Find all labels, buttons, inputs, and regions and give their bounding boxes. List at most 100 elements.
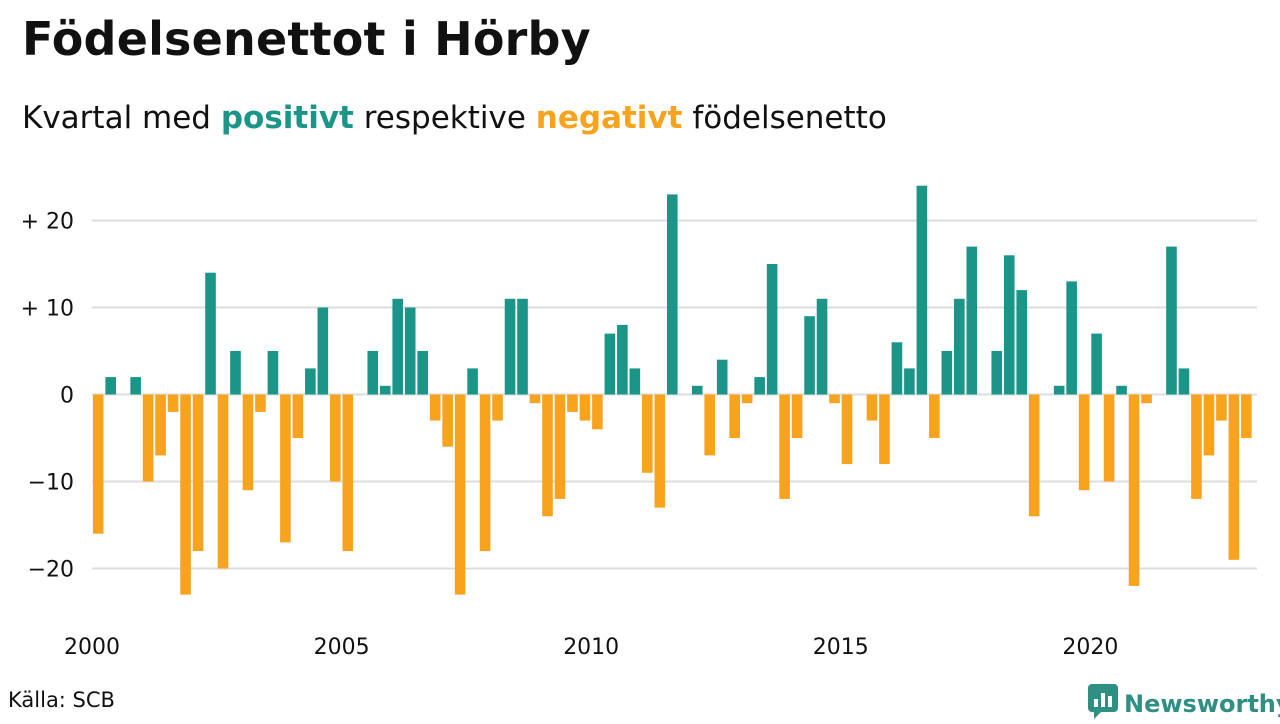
bar-negative (255, 394, 266, 412)
bar-negative (167, 394, 179, 412)
bar-negative (454, 394, 466, 595)
bar-negative (542, 394, 553, 517)
bar-negative (1141, 394, 1152, 404)
bar-positive (1178, 368, 1190, 395)
bar-positive (1066, 281, 1077, 395)
bar-positive (230, 351, 241, 395)
bar-positive (1116, 385, 1127, 395)
bar-negative (330, 394, 341, 482)
bars (92, 185, 1252, 595)
bar-positive (941, 351, 953, 395)
bar-negative (866, 394, 878, 421)
chart-title: Födelsenettot i Hörby (22, 12, 591, 66)
bar-negative (1128, 394, 1140, 586)
bar-positive (716, 359, 728, 395)
bar-negative (929, 394, 940, 438)
bar-positive (904, 368, 915, 395)
bar-positive (1091, 333, 1102, 395)
y-tick-label: + 10 (21, 297, 74, 322)
bar-negative (342, 394, 354, 552)
bar-negative (180, 394, 191, 595)
subtitle-middle: respektive (353, 100, 536, 136)
bar-positive (691, 385, 703, 395)
y-tick-label: 0 (60, 384, 74, 409)
bar-positive (267, 351, 279, 395)
y-tick-label: + 20 (21, 210, 74, 235)
bar-negative (217, 394, 229, 569)
bar-negative (879, 394, 890, 465)
bar-negative (554, 394, 566, 499)
bar-negative (729, 394, 740, 438)
bar-negative (442, 394, 453, 447)
bar-negative (1028, 394, 1040, 517)
bar-positive (1016, 290, 1028, 395)
bar-negative (1203, 394, 1215, 456)
brand-name: Newsworthy (1124, 690, 1280, 718)
bar-negative (492, 394, 503, 421)
y-tick-label: −10 (28, 471, 74, 496)
subtitle-suffix: födelsenetto (682, 100, 887, 136)
bar-negative (592, 394, 603, 430)
bar-positive (916, 185, 928, 395)
bar-positive (617, 324, 628, 395)
y-tick-label: −20 (28, 558, 74, 583)
bar-negative (779, 394, 790, 499)
bar-negative (142, 394, 154, 482)
bar-positive (305, 368, 316, 395)
bar-positive (417, 351, 428, 395)
subtitle-negative-word: negativt (535, 100, 683, 136)
bar-chart: + 20 + 10 0 −10 −20 2000 2005 2010 2015 2020 (21, 185, 1257, 660)
bar-negative (529, 394, 541, 404)
bar-positive (1166, 246, 1177, 395)
bar-negative (280, 394, 291, 543)
bar-positive (130, 377, 141, 395)
bar-negative (1191, 394, 1202, 499)
bar-negative (1216, 394, 1227, 421)
bar-positive (816, 298, 828, 395)
bar-positive (666, 194, 678, 395)
bar-chart-speech-bubble-icon (1088, 684, 1118, 724)
bar-negative (1241, 394, 1252, 438)
bar-negative (579, 394, 591, 421)
bar-positive (379, 385, 391, 395)
bar-negative (479, 394, 491, 552)
bar-negative (242, 394, 254, 491)
bar-positive (754, 377, 765, 395)
brand-logo[interactable]: Newsworthy (1088, 684, 1280, 724)
bar-positive (604, 333, 616, 395)
bar-negative (155, 394, 166, 456)
bar-positive (954, 298, 965, 395)
bar-positive (367, 351, 379, 395)
bar-negative (429, 394, 441, 421)
bar-positive (891, 342, 903, 395)
bar-positive (467, 368, 478, 395)
bar-negative (1078, 394, 1090, 491)
bar-negative (704, 394, 716, 456)
source-note: Källa: SCB (8, 688, 115, 712)
bar-positive (1003, 255, 1015, 395)
x-tick-label: 2010 (563, 635, 619, 660)
bar-positive (404, 307, 416, 395)
bar-positive (504, 298, 516, 395)
bar-positive (105, 377, 116, 395)
y-axis-labels: + 20 + 10 0 −10 −20 (21, 210, 74, 583)
bar-positive (1053, 385, 1065, 395)
chart-subtitle: Kvartal med positivt respektive negativt… (22, 100, 887, 136)
bar-negative (741, 394, 753, 404)
bar-negative (829, 394, 840, 404)
bar-positive (205, 272, 216, 395)
bar-negative (567, 394, 578, 412)
bar-positive (804, 316, 815, 395)
bar-positive (966, 246, 978, 395)
subtitle-prefix: Kvartal med (22, 100, 221, 136)
bar-negative (1103, 394, 1115, 482)
bar-positive (991, 351, 1003, 395)
bar-positive (766, 264, 778, 395)
bar-negative (192, 394, 204, 552)
subtitle-positive-word: positivt (220, 100, 354, 136)
bar-negative (791, 394, 803, 438)
bar-negative (292, 394, 304, 438)
bar-negative (841, 394, 853, 465)
bar-negative (642, 394, 653, 473)
bar-positive (317, 307, 329, 395)
